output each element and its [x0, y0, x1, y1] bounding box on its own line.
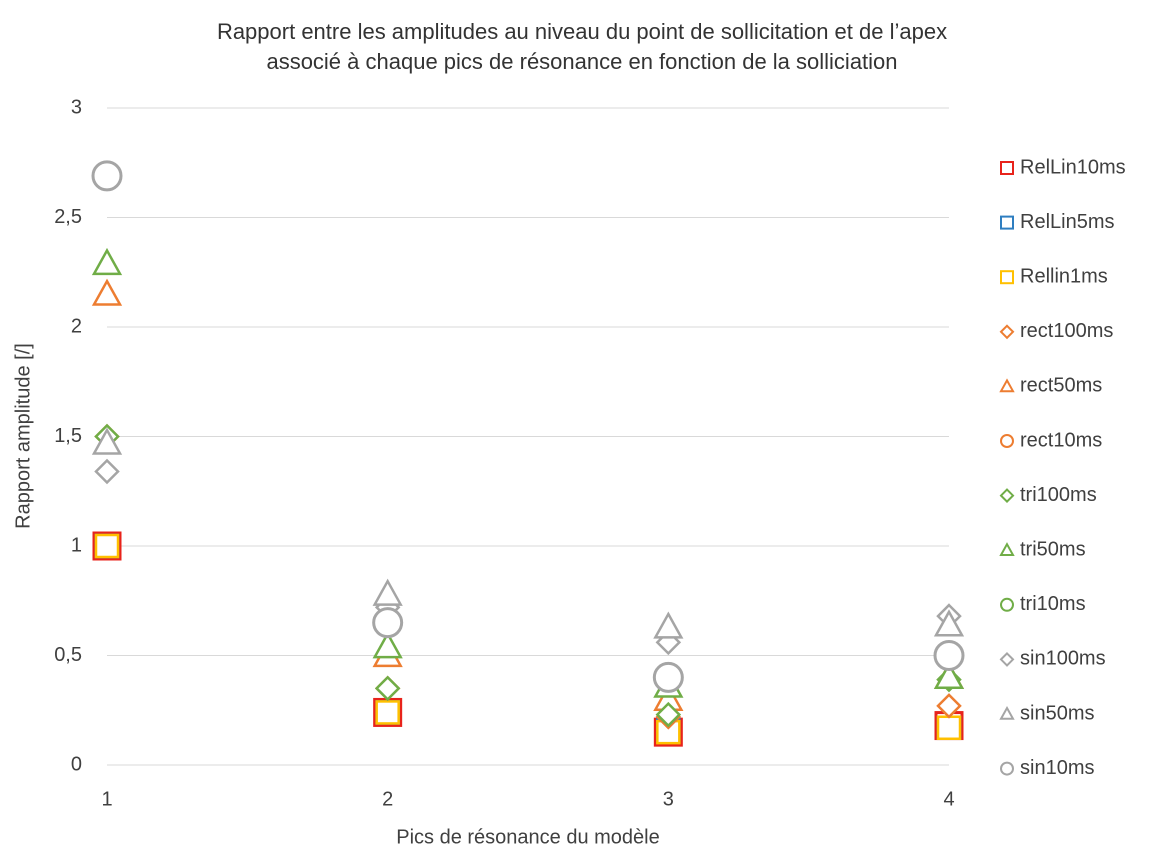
marker-circle: [652, 661, 684, 693]
marker-square: [936, 715, 962, 741]
marker-diamond: [999, 488, 1015, 504]
marker-circle: [1000, 761, 1014, 776]
y-tick-label: 0: [71, 753, 82, 775]
marker-square: [375, 700, 400, 725]
y-axis-label: Rapport amplitude [/]: [12, 343, 34, 529]
marker-triangle: [999, 378, 1015, 393]
marker-square: [1000, 270, 1014, 285]
marker-circle: [372, 607, 404, 639]
marker-triangle: [933, 609, 965, 637]
marker-triangle: [91, 278, 123, 306]
legend-label: Rellin1ms: [1020, 265, 1108, 287]
y-tick-label: 0,5: [54, 644, 82, 666]
marker-triangle: [372, 631, 403, 659]
chart-title: Rapport entre les amplitudes au niveau d…: [217, 19, 947, 44]
x-tick-label: 3: [663, 788, 674, 810]
marker-circle: [1000, 597, 1014, 612]
y-tick-label: 2,5: [54, 206, 82, 228]
marker-diamond: [655, 701, 682, 728]
y-tick-label: 1,5: [54, 425, 82, 447]
legend-label: sin50ms: [1020, 702, 1094, 724]
y-tick-label: 3: [71, 96, 82, 118]
marker-triangle: [653, 611, 684, 639]
legend-label: rect50ms: [1020, 375, 1102, 397]
legend-label: tri10ms: [1020, 593, 1086, 615]
legend-label: RelLin10ms: [1020, 156, 1126, 178]
legend-label: tri100ms: [1020, 484, 1097, 506]
marker-triangle: [999, 705, 1015, 720]
marker-diamond: [374, 675, 401, 702]
marker-triangle: [91, 427, 123, 455]
legend-label: RelLin5ms: [1020, 211, 1114, 233]
marker-circle: [91, 160, 123, 192]
marker-circle: [1000, 434, 1014, 448]
y-tick-label: 1: [71, 534, 82, 556]
marker-diamond: [94, 458, 120, 485]
x-axis-label: Pics de résonance du modèle: [396, 826, 660, 848]
legend-label: sin100ms: [1020, 648, 1106, 670]
legend-label: rect10ms: [1020, 429, 1102, 451]
chart-title: associé à chaque pics de résonance en fo…: [266, 49, 897, 74]
marker-circle: [933, 640, 965, 671]
x-tick-label: 2: [382, 788, 393, 810]
marker-diamond: [936, 693, 962, 719]
marker-square: [94, 533, 120, 559]
marker-triangle: [91, 247, 123, 276]
marker-square: [1000, 215, 1014, 230]
marker-diamond: [999, 651, 1015, 667]
marker-diamond: [999, 324, 1015, 340]
x-tick-label: 4: [943, 788, 954, 810]
y-tick-label: 2: [71, 315, 82, 337]
marker-square: [1000, 161, 1014, 175]
marker-triangle: [372, 578, 403, 606]
marker-triangle: [999, 542, 1015, 556]
x-tick-label: 1: [101, 788, 112, 810]
legend-label: tri50ms: [1020, 538, 1086, 560]
legend-label: sin10ms: [1020, 757, 1094, 779]
legend-label: rect100ms: [1020, 320, 1113, 342]
marker-triangle: [933, 661, 965, 690]
